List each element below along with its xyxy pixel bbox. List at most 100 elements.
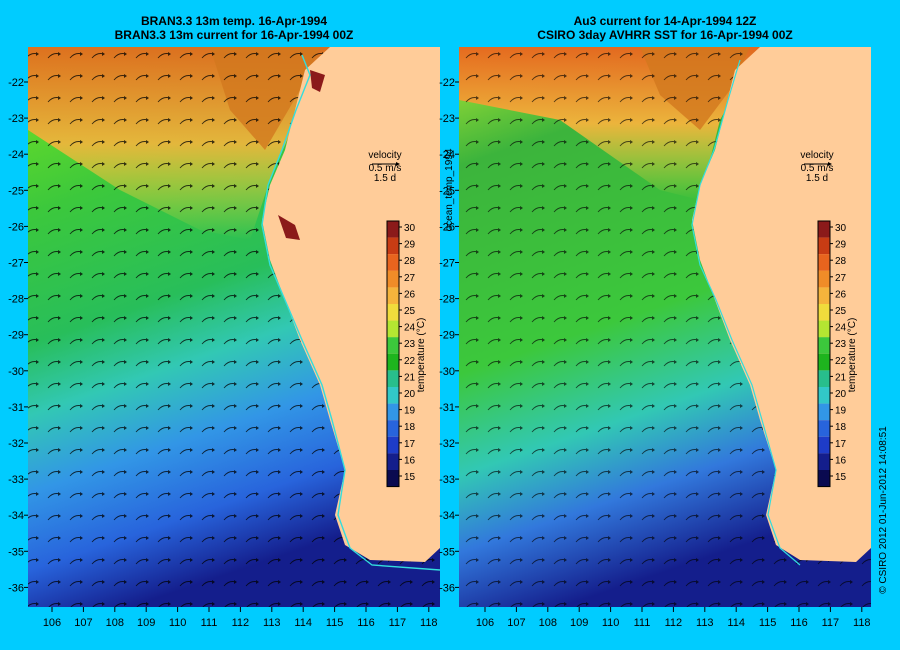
colorbar-tick-label: 22 (835, 356, 847, 367)
x-tick-label: 115 (759, 617, 777, 629)
colorbar-swatch (818, 237, 830, 255)
y-tick-label: -24 (439, 149, 455, 161)
colorbar-swatch (818, 221, 830, 238)
colorbar-tick-label: 17 (835, 439, 847, 450)
colorbar-swatch (818, 270, 830, 288)
credit-text: © CSIRO 2012 01-Jun-2012 14:08:51 (878, 426, 889, 594)
x-tick-label: 117 (389, 617, 407, 629)
colorbar-swatch (818, 453, 830, 470)
colorbar-swatch (818, 304, 830, 321)
right-title-line1: Au3 current for 14-Apr-1994 12Z (573, 14, 757, 28)
x-tick-label: 114 (727, 617, 745, 629)
right-map-panel (459, 47, 871, 607)
velocity-period-right: 1.5 d (806, 173, 828, 184)
colorbar-label-left: temperature (°C) (416, 318, 427, 393)
colorbar-tick-label: 22 (404, 356, 416, 367)
velocity-speed-left: 0.5 m/s (369, 163, 402, 174)
colorbar-swatch (387, 270, 399, 288)
colorbar-tick-label: 26 (404, 289, 416, 300)
x-tick-label: 113 (263, 617, 281, 629)
y-tick-label: -24 (8, 149, 24, 161)
velocity-label-left: velocity (368, 150, 401, 161)
y-tick-label: -25 (439, 185, 455, 197)
x-tick-label: 107 (74, 617, 92, 629)
x-tick-label: 109 (137, 617, 155, 629)
velocity-legend-right: velocity 0.5 m/s 1.5 d (800, 150, 833, 184)
colorbar-label-right: temperature (°C) (847, 318, 858, 393)
colorbar-swatch (818, 420, 830, 437)
colorbar-swatch (387, 436, 399, 454)
y-tick-label: -22 (439, 77, 455, 89)
colorbar-swatch (387, 403, 399, 421)
left-title-line2: BRAN3.3 13m current for 16-Apr-1994 00Z (114, 28, 354, 42)
x-tick-label: 108 (539, 617, 557, 629)
x-tick-label: 110 (169, 617, 187, 629)
colorbar-tick-label: 21 (404, 372, 416, 383)
colorbar-swatch (387, 420, 399, 437)
colorbar-swatch (818, 337, 830, 354)
x-tick-label: 116 (790, 617, 808, 629)
x-tick-label: 106 (476, 617, 494, 629)
y-tick-label: -28 (8, 294, 24, 306)
colorbar-tick-label: 19 (404, 406, 416, 417)
x-tick-label: 118 (420, 617, 438, 629)
right-title-line2: CSIRO 3day AVHRR SST for 16-Apr-1994 00Z (537, 28, 793, 42)
y-tick-label: -22 (8, 77, 24, 89)
x-tick-label: 110 (602, 617, 620, 629)
colorbar-swatch (387, 287, 399, 304)
colorbar-tick-label: 21 (835, 372, 847, 383)
colorbar-swatch (818, 387, 830, 404)
velocity-speed-right: 0.5 m/s (801, 163, 834, 174)
x-tick-label: 112 (665, 617, 683, 629)
colorbar-swatch (818, 320, 830, 338)
y-tick-label: -26 (439, 221, 455, 233)
colorbar-swatch (387, 337, 399, 354)
y-tick-label: -32 (439, 438, 455, 450)
x-tick-label: 112 (232, 617, 250, 629)
colorbar-tick-label: 29 (835, 240, 847, 251)
colorbar-swatch (387, 470, 399, 487)
colorbar-swatch (818, 254, 830, 271)
y-tick-label: -29 (8, 330, 24, 342)
colorbar-tick-label: 26 (835, 289, 847, 300)
y-tick-label: -35 (439, 546, 455, 558)
colorbar-tick-label: 30 (835, 223, 847, 234)
colorbar-swatch (818, 287, 830, 304)
y-tick-label: -32 (8, 438, 24, 450)
colorbar-tick-label: 15 (835, 472, 847, 483)
y-tick-label: -28 (439, 294, 455, 306)
y-tick-label: -25 (8, 185, 24, 197)
y-tick-label: -36 (439, 582, 455, 594)
colorbar-tick-label: 25 (404, 306, 416, 317)
colorbar-tick-label: 16 (404, 455, 416, 466)
colorbar-swatch (387, 237, 399, 255)
colorbar-swatch (818, 353, 830, 371)
y-tick-label: -30 (8, 366, 24, 378)
y-tick-label: -36 (8, 582, 24, 594)
colorbar-tick-label: 28 (835, 256, 847, 267)
x-tick-label: 115 (326, 617, 344, 629)
colorbar-swatch (387, 370, 399, 387)
colorbar-tick-label: 18 (404, 422, 416, 433)
y-tick-label: -33 (8, 474, 24, 486)
y-tick-label: -34 (8, 510, 24, 522)
colorbar-swatch (387, 221, 399, 238)
colorbar-swatch (818, 370, 830, 387)
y-tick-label: -26 (8, 221, 24, 233)
colorbar-tick-label: 30 (404, 223, 416, 234)
colorbar-left: 30 29 28 27 26 25 24 23 22 21 20 19 18 17 16 15 (386, 220, 416, 488)
x-tick-label: 108 (106, 617, 124, 629)
y-tick-label: -29 (439, 330, 455, 342)
colorbar-tick-label: 19 (835, 406, 847, 417)
y-tick-label: -27 (439, 258, 455, 270)
y-tick-label: -30 (439, 366, 455, 378)
colorbar-tick-label: 27 (835, 273, 847, 284)
colorbar-right: 30 29 28 27 26 25 24 23 22 21 20 19 18 17 16 15 (817, 220, 847, 488)
colorbar-swatch (387, 320, 399, 338)
y-tick-label: -34 (439, 510, 455, 522)
colorbar-swatch (818, 470, 830, 487)
colorbar-tick-label: 20 (404, 389, 416, 400)
colorbar-swatch (387, 304, 399, 321)
colorbar-tick-label: 16 (835, 455, 847, 466)
